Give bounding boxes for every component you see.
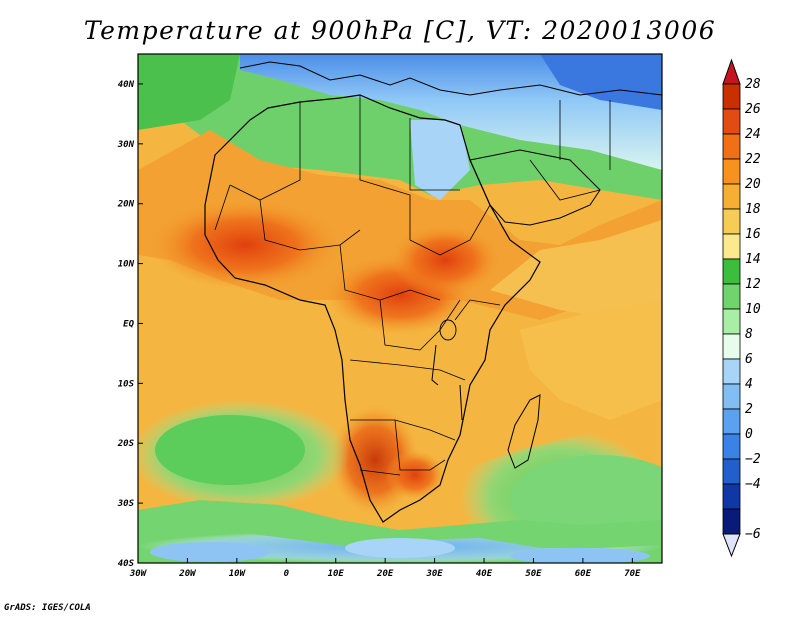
colorbar-label: 10: [745, 302, 761, 317]
colorbar-segment: [722, 408, 741, 435]
grads-credit: GrADS: IGES/COLA: [4, 603, 91, 613]
colorbar-label: 18: [745, 202, 761, 217]
colorbar-label: 4: [745, 377, 753, 392]
sudan-hot-core: [390, 225, 500, 295]
atlantic-green: [138, 54, 240, 130]
colorbar-label: 2: [745, 402, 753, 417]
colorbar-label: 20: [745, 177, 761, 192]
colorbar-label: 16: [745, 227, 761, 242]
colorbar-label: 28: [745, 77, 761, 92]
colorbar-segment: [722, 483, 741, 510]
lat-tick-label: 20S: [117, 439, 135, 449]
lat-tick-label: 40N: [118, 80, 135, 90]
colorbar-label: −6: [745, 527, 761, 542]
colorbar-segment: [722, 208, 741, 235]
southern-cold-patch-1: [150, 542, 270, 562]
lon-tick-label: 50E: [525, 569, 542, 579]
map-title: Temperature at 900hPa [C], VT: 202001300…: [83, 16, 717, 45]
lat-tick-label: EQ: [123, 319, 134, 329]
colorbar-label: −4: [745, 477, 761, 492]
colorbar-label: 22: [745, 152, 761, 167]
colorbar-segment: [722, 108, 741, 135]
map-plot-area: [138, 54, 662, 563]
lake-malawi: [459, 384, 463, 421]
colorbar-segment: [722, 333, 741, 360]
latitude-axis: 40N 30N 20N 10N EQ 10S 20S 30S 40S: [117, 80, 143, 569]
colorbar-label: 26: [745, 102, 761, 117]
colorbar-segment: [722, 358, 741, 385]
colorbar-label: 0: [745, 427, 753, 442]
lon-tick-label: 20E: [376, 569, 394, 579]
lat-tick-label: 30S: [117, 499, 135, 509]
colorbar-label: 8: [745, 327, 753, 342]
colorbar-segment: [722, 83, 741, 110]
colorbar-segment: [722, 383, 741, 410]
egypt-cool-patch: [410, 120, 470, 200]
lon-tick-label: 30E: [425, 569, 443, 579]
colorbar-bottom-triangle: [722, 533, 741, 558]
colorbar-segment: [722, 158, 741, 185]
longitude-axis: 30W 20W 10W 0 10E 20E 30E 40E 50E 60E 70E: [129, 558, 641, 579]
arabia-outline: [469, 149, 601, 226]
lake-victoria: [439, 319, 457, 341]
colorbar-label: −2: [745, 452, 761, 467]
map-border: [137, 53, 663, 564]
country-borders: [214, 95, 611, 476]
lat-tick-label: 40S: [118, 559, 135, 569]
lat-tick-label: 20N: [117, 200, 135, 210]
colorbar-segment: [722, 433, 741, 460]
colorbar-segment: [722, 508, 741, 535]
lon-tick-label: 10E: [328, 569, 345, 579]
europe-coastline: [239, 61, 662, 96]
southern-cold-patch-2: [345, 538, 455, 558]
lon-tick-label: 70E: [624, 569, 641, 579]
colorbar-label: 24: [745, 127, 761, 142]
north-east-cold: [540, 54, 662, 110]
colorbar-segment: [722, 258, 741, 285]
madagascar-outline: [507, 394, 541, 469]
colorbar-segment: [722, 233, 741, 260]
west-africa-hot-core: [150, 200, 340, 290]
colorbar-segment: [722, 183, 741, 210]
southern-africa-warm: [385, 450, 445, 500]
lon-tick-label: 40E: [476, 569, 493, 579]
colorbar-label: 14: [745, 252, 761, 267]
lat-tick-label: 30N: [117, 140, 135, 150]
indian-ocean-warm: [490, 220, 662, 330]
colorbar-segment: [722, 458, 741, 485]
lon-tick-label: 60E: [575, 569, 592, 579]
colorbar-top-triangle: [722, 58, 741, 85]
lake-tanganyika: [431, 344, 439, 386]
lon-tick-label: 10W: [229, 569, 247, 579]
south-atlantic-green-core: [155, 415, 305, 485]
colorbar-label: 12: [745, 277, 761, 292]
indian-ocean-yellow: [520, 300, 662, 420]
colorbar-segment: [722, 133, 741, 160]
lon-tick-label: 0: [284, 569, 290, 579]
africa-coastline: [204, 94, 541, 523]
lon-tick-label: 20W: [178, 569, 197, 579]
colorbar-label: 6: [745, 352, 753, 367]
lon-tick-label: 30W: [129, 569, 148, 579]
north-blue-region: [240, 54, 662, 170]
colorbar-segment: [722, 283, 741, 310]
southern-cold-patch-3: [510, 548, 650, 563]
colorbar-segment: [722, 308, 741, 335]
lat-tick-label: 10S: [118, 379, 135, 389]
lat-tick-label: 10N: [118, 260, 135, 270]
